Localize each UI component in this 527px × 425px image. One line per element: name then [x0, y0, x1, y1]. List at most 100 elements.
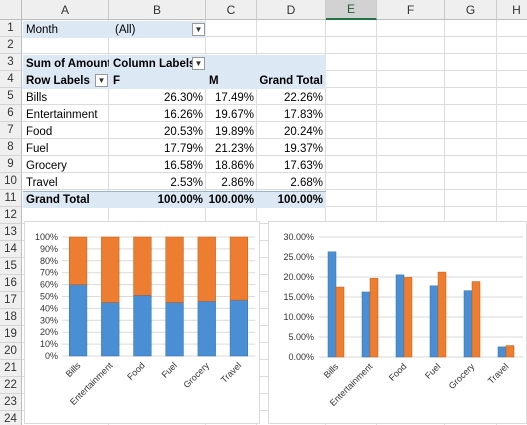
- y-tick-label: 30.00%: [283, 232, 314, 242]
- pivot-row-label: Grocery: [26, 159, 67, 172]
- row-header-10[interactable]: 10: [0, 173, 22, 190]
- bar-f: [327, 251, 337, 358]
- column-header-g[interactable]: G: [445, 0, 497, 20]
- row-header-13[interactable]: 13: [0, 224, 22, 241]
- y-tick-label: 20%: [40, 327, 58, 337]
- row-header-15[interactable]: 15: [0, 258, 22, 275]
- gridline: [22, 104, 527, 105]
- pivot-value-grand-total: 17.83%: [283, 108, 323, 121]
- row-header-12[interactable]: 12: [0, 207, 22, 224]
- bar-m: [471, 281, 481, 358]
- row-header-16[interactable]: 16: [0, 275, 22, 292]
- gridline: [22, 53, 527, 54]
- filter-label: Month: [23, 21, 109, 38]
- bar-f: [165, 302, 184, 357]
- bar-f: [497, 346, 507, 358]
- bar-f: [68, 284, 88, 357]
- row-header-5[interactable]: 5: [0, 88, 22, 105]
- pivot-row-label: Entertainment: [26, 108, 98, 121]
- y-tick-label: 50%: [40, 292, 58, 302]
- y-tick-label: 25.00%: [283, 252, 314, 262]
- y-tick-label: 30%: [40, 315, 58, 325]
- y-tick-label: 15.00%: [283, 292, 314, 302]
- row-header-19[interactable]: 19: [0, 326, 22, 343]
- row-labels-dropdown-button[interactable]: ▼: [95, 74, 108, 87]
- column-header-h[interactable]: H: [497, 0, 527, 20]
- bar-m: [403, 277, 413, 358]
- x-tick-label: Bills: [64, 360, 83, 379]
- pivot-row-label: Travel: [26, 176, 58, 189]
- gridline: [22, 155, 527, 156]
- column-labels-dropdown-button[interactable]: ▼: [192, 57, 205, 70]
- pivot-value-m: 18.86%: [214, 159, 254, 172]
- pivot-header-fill: [257, 55, 326, 72]
- gridline: [22, 189, 527, 190]
- row-header-11[interactable]: 11: [0, 190, 22, 207]
- pivot-value-m: 2.86%: [221, 176, 254, 189]
- row-header-4[interactable]: 4: [0, 71, 22, 88]
- row-header-2[interactable]: 2: [0, 37, 22, 54]
- pivot-value-f: 16.26%: [163, 108, 203, 121]
- select-all-corner[interactable]: [0, 0, 22, 20]
- pivot-value-m: 19.67%: [214, 108, 254, 121]
- bar-f: [395, 274, 405, 358]
- row-header-24[interactable]: 24: [0, 411, 22, 425]
- column-header-a[interactable]: A: [22, 0, 109, 20]
- column-header-c[interactable]: C: [206, 0, 257, 20]
- bar-f: [361, 291, 371, 358]
- row-header-7[interactable]: 7: [0, 122, 22, 139]
- bar-m: [101, 236, 120, 303]
- row-header-8[interactable]: 8: [0, 139, 22, 156]
- column-header-e[interactable]: E: [326, 0, 377, 20]
- filter-dropdown-button[interactable]: ▼: [192, 23, 205, 36]
- y-tick-label: 100%: [35, 232, 58, 242]
- row-header-14[interactable]: 14: [0, 241, 22, 258]
- stacked-percent-chart[interactable]: 0% 10% 20% 30% 40% 50% 60% 70% 80% 90% 100% Bills En…: [24, 221, 260, 424]
- clustered-bar-chart[interactable]: 0.00% 5.00% 10.00% 15.00% 20.00% 25.00% 30.00%…: [268, 221, 527, 424]
- row-header-6[interactable]: 6: [0, 105, 22, 122]
- x-tick-label: Fuel: [160, 360, 179, 379]
- y-tick-label: 90%: [40, 244, 58, 254]
- row-header-3[interactable]: 3: [0, 54, 22, 71]
- pivot-row-label: Bills: [26, 91, 48, 104]
- pivot-value-f: 20.53%: [163, 125, 203, 138]
- gridline: [22, 36, 527, 37]
- column-header-d[interactable]: D: [257, 0, 326, 20]
- pivot-col-f-header: F: [109, 72, 206, 89]
- bar-m: [68, 236, 88, 285]
- row-header-20[interactable]: 20: [0, 343, 22, 360]
- pivot-value-f: 26.30%: [163, 91, 203, 104]
- row-header-23[interactable]: 23: [0, 394, 22, 411]
- pivot-value-grand-total: 20.24%: [283, 125, 323, 138]
- row-header-9[interactable]: 9: [0, 156, 22, 173]
- pivot-total-gt: 100.00%: [257, 191, 326, 208]
- pivot-total-f: 100.00%: [109, 191, 206, 208]
- row-header-18[interactable]: 18: [0, 309, 22, 326]
- pivot-value-f: 2.53%: [170, 176, 203, 189]
- row-header-21[interactable]: 21: [0, 360, 22, 377]
- x-tick-label: Bills: [322, 361, 341, 380]
- row-header-1[interactable]: 1: [0, 20, 22, 37]
- pivot-value-m: 17.49%: [214, 91, 254, 104]
- y-tick-label: 60%: [40, 280, 58, 290]
- clustered-bar-chart-svg: 0.00% 5.00% 10.00% 15.00% 20.00% 25.00% 30.00%…: [283, 232, 523, 408]
- gridline: [22, 121, 527, 122]
- pivot-grand-total-header: Grand Total: [257, 72, 326, 89]
- x-tick-label: Grocery: [181, 360, 211, 390]
- row-header-17[interactable]: 17: [0, 292, 22, 309]
- y-tick-label: 20.00%: [283, 272, 314, 282]
- bar-m: [229, 236, 249, 301]
- bar-f: [229, 299, 249, 357]
- column-header-f[interactable]: F: [377, 0, 445, 20]
- x-tick-label: Food: [387, 361, 409, 383]
- column-header-b[interactable]: B: [109, 0, 206, 20]
- bar-f: [197, 301, 216, 357]
- y-tick-label: 10.00%: [283, 312, 314, 322]
- row-header-22[interactable]: 22: [0, 377, 22, 394]
- pivot-value-m: 19.89%: [214, 125, 254, 138]
- bar-m: [197, 236, 216, 302]
- pivot-sum-label: Sum of Amount: [23, 55, 109, 72]
- pivot-total-m: 100.00%: [206, 191, 257, 208]
- pivot-value-m: 21.23%: [214, 142, 254, 155]
- x-tick-label: Food: [125, 360, 147, 382]
